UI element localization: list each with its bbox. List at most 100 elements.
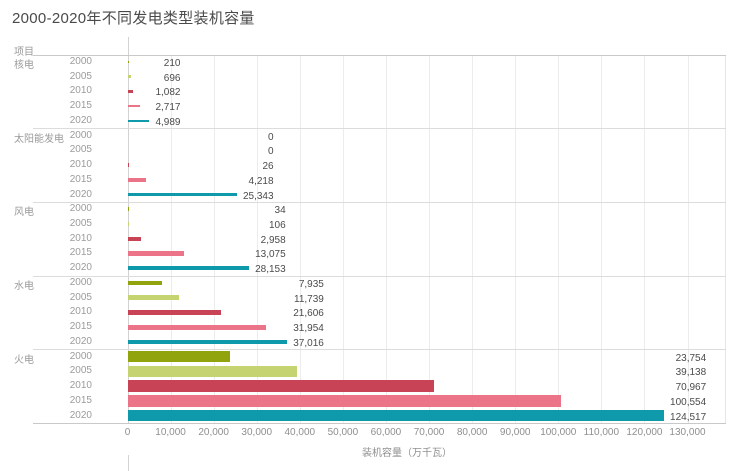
pane-separator <box>33 349 726 351</box>
gridline <box>256 54 258 423</box>
category-label: 火电 <box>14 354 34 366</box>
gridline <box>342 54 344 423</box>
x-tick-label: 20,000 <box>198 427 229 438</box>
year-label: 2020 <box>69 114 92 126</box>
x-axis-title: 装机容量（万千瓦） <box>362 448 452 459</box>
chart-title: 2000-2020年不同发电类型装机容量 <box>12 10 255 27</box>
x-tick-label: 60,000 <box>370 427 402 438</box>
category-label: 水电 <box>14 280 34 292</box>
gridline <box>558 54 560 423</box>
pane-separator <box>33 275 726 277</box>
bar[interactable] <box>128 90 133 93</box>
row-header-label: 项目 <box>14 47 34 58</box>
value-label: 7,935 <box>298 278 324 290</box>
category-label: 核电 <box>14 59 34 71</box>
value-label: 70,967 <box>675 382 707 394</box>
value-label: 25,343 <box>242 190 274 202</box>
year-label: 2015 <box>69 394 92 406</box>
year-label: 2005 <box>69 218 92 229</box>
bar[interactable] <box>128 280 163 286</box>
value-label: 11,739 <box>294 293 324 305</box>
value-label: 210 <box>163 57 181 69</box>
value-label: 124,517 <box>670 411 707 423</box>
bar[interactable] <box>128 409 665 422</box>
year-label: 2005 <box>69 365 92 377</box>
gridline <box>601 54 603 423</box>
year-label: 2000 <box>69 350 92 362</box>
bar[interactable] <box>128 350 231 363</box>
year-label: 2005 <box>69 70 92 82</box>
bar[interactable] <box>128 295 179 301</box>
x-tick-label: 80,000 <box>456 427 488 438</box>
year-label: 2015 <box>69 247 92 259</box>
bar[interactable] <box>128 365 297 378</box>
pane-separator <box>33 128 726 130</box>
bar[interactable] <box>128 177 147 182</box>
bar[interactable] <box>128 324 266 330</box>
x-tick-label: 0 <box>124 427 131 438</box>
value-label: 37,016 <box>293 337 324 349</box>
value-label: 106 <box>268 220 286 231</box>
value-label: 4,218 <box>248 175 274 187</box>
category-label: 风电 <box>14 207 34 219</box>
x-tick-label: 90,000 <box>499 427 531 438</box>
year-label: 2015 <box>69 321 92 333</box>
year-label: 2000 <box>69 129 92 141</box>
category-label: 太阳能发电 <box>14 133 64 145</box>
gridline <box>515 54 517 423</box>
value-label: 23,754 <box>675 352 707 364</box>
gridline <box>213 54 215 423</box>
bar[interactable] <box>128 395 562 407</box>
value-label: 26 <box>262 161 274 173</box>
year-label: 2015 <box>69 100 92 112</box>
x-axis-line <box>33 423 726 424</box>
year-label: 2010 <box>69 232 92 244</box>
year-label: 2010 <box>69 380 92 392</box>
x-tick-label: 30,000 <box>241 427 273 438</box>
bar[interactable] <box>128 104 140 108</box>
year-label: 2020 <box>69 335 92 347</box>
year-label: 2010 <box>69 306 92 318</box>
plot-right-border <box>724 54 726 423</box>
header-rule <box>33 54 726 56</box>
value-label: 21,606 <box>293 308 324 320</box>
bar[interactable] <box>128 119 150 122</box>
value-label: 39,138 <box>675 367 707 379</box>
bar[interactable] <box>128 380 434 392</box>
value-label: 31,954 <box>293 323 324 335</box>
bar[interactable] <box>128 251 185 256</box>
y-axis-line <box>127 37 129 423</box>
year-label: 2020 <box>69 409 92 421</box>
x-tick-label: 50,000 <box>327 427 359 438</box>
gridline <box>170 54 172 423</box>
year-label: 2020 <box>69 262 92 274</box>
x-tick-label: 10,000 <box>155 427 186 438</box>
x-tick-label: 40,000 <box>284 427 316 438</box>
gridline <box>429 54 431 423</box>
gridline <box>687 54 689 423</box>
bar[interactable] <box>128 75 131 78</box>
gridline <box>472 54 474 423</box>
bar[interactable] <box>128 266 250 271</box>
x-tick-label: 100,000 <box>540 427 577 438</box>
bar[interactable] <box>128 236 141 241</box>
value-label: 1,082 <box>155 87 181 99</box>
year-label: 2000 <box>69 276 92 288</box>
year-label: 2005 <box>69 291 92 303</box>
bar[interactable] <box>128 192 238 197</box>
value-label: 696 <box>163 72 181 84</box>
year-label: 2010 <box>69 85 92 97</box>
pane-separator <box>33 201 726 203</box>
bar[interactable] <box>128 339 288 345</box>
bar[interactable] <box>128 60 129 64</box>
value-label: 100,554 <box>670 396 707 408</box>
x-tick-label: 120,000 <box>626 427 663 438</box>
year-label: 2010 <box>69 159 92 171</box>
x-tick-label: 130,000 <box>669 427 706 438</box>
value-label: 2,958 <box>260 234 286 246</box>
value-label: 28,153 <box>255 264 286 276</box>
bar[interactable] <box>128 310 222 315</box>
value-label: 0 <box>268 131 274 143</box>
x-tick-label: 70,000 <box>413 427 445 438</box>
